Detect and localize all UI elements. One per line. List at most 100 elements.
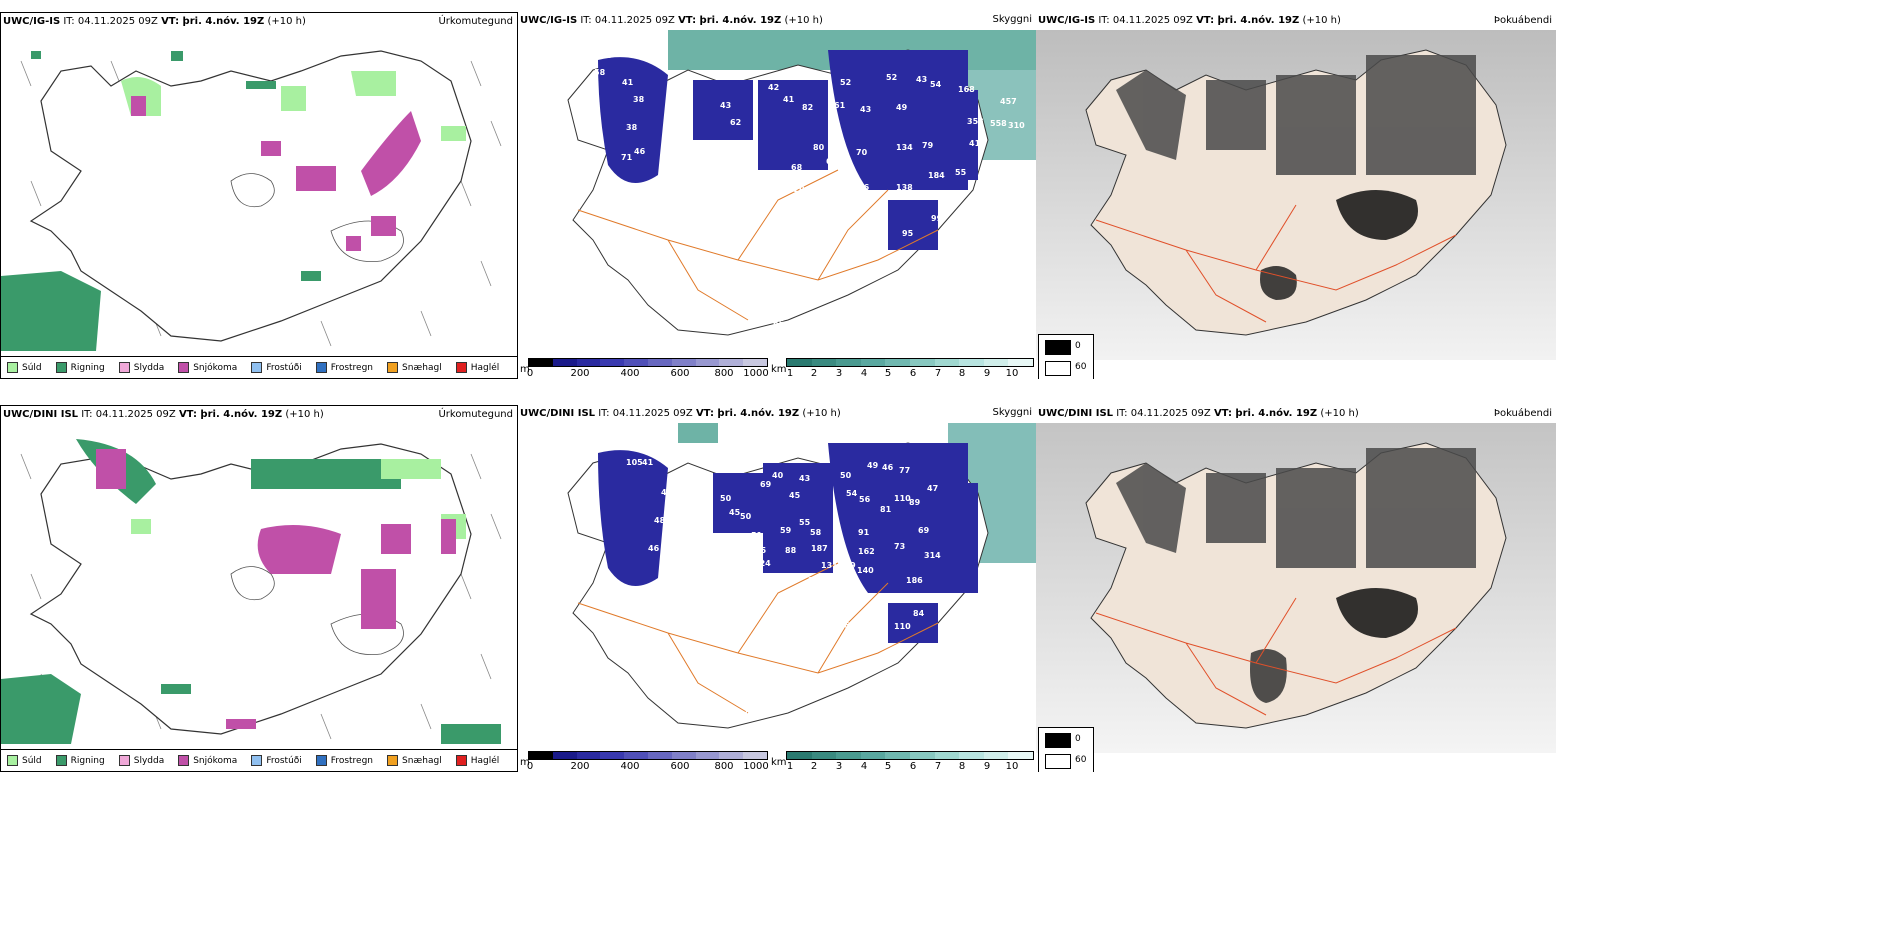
elev-label: 96 <box>858 183 870 192</box>
legend-item: Snjókoma <box>178 362 237 373</box>
tick-label: 2 <box>810 761 818 772</box>
tick-label: 1 <box>786 368 794 379</box>
visibility-panel-row1: UWC/IG-IS IT: 04.11.2025 09Z VT: þri. 4.… <box>518 12 1036 379</box>
panel-title: Þokuábendi <box>1493 408 1552 419</box>
elev-label: 74 <box>670 576 682 585</box>
fog-legend-label: 0 <box>1075 341 1081 351</box>
elev-label: 131 <box>821 561 838 570</box>
elevation-labels: 53 58 41 38 38 46 71 43 62 42 41 82 61 5… <box>594 51 1025 328</box>
precip-drizzle-areas <box>131 459 466 539</box>
tick-label: 600 <box>670 368 690 379</box>
tick-label: 5 <box>884 761 892 772</box>
elev-label: 266 <box>840 250 857 259</box>
elev-label: 43 <box>720 101 731 110</box>
legend-item: Slydda <box>118 362 164 373</box>
vis-scale-ticks: 1 2 3 4 5 6 7 8 9 10 <box>786 367 1034 379</box>
fog-panel-row1: UWC/IG-IS IT: 04.11.2025 09Z VT: þri. 4.… <box>1036 12 1556 379</box>
vis-scale: 1 2 3 4 5 6 7 8 9 10 <box>786 751 1034 772</box>
legend-item: Haglél <box>455 362 499 373</box>
tick-label: 400 <box>620 761 640 772</box>
elev-scale-cells <box>528 358 768 367</box>
fog-legend-swatch <box>1045 733 1071 748</box>
tick-label: 3 <box>835 368 843 379</box>
elev-label: 53 <box>601 51 612 60</box>
elev-scale-ticks: 0 200 400 600 800 1000 <box>527 760 769 772</box>
elev-label: 85 <box>669 560 681 569</box>
legend-item: Frostúði <box>251 362 302 373</box>
legend-swatch <box>7 755 18 766</box>
elev-label: 54 <box>930 80 942 89</box>
legend-swatch <box>455 755 467 766</box>
legend-swatch <box>55 362 67 373</box>
roads <box>1095 204 1457 323</box>
elev-label: 487 <box>778 298 795 307</box>
precip-legend: Súld Rigning Slydda Snjókoma Frostúði Fr… <box>1 356 517 378</box>
elev-label: 95 <box>902 229 914 238</box>
vis-scale: 1 2 3 4 5 6 7 8 9 10 <box>786 358 1034 379</box>
tick-label: 200 <box>570 761 590 772</box>
tick-label: 800 <box>714 368 734 379</box>
precip-snow-areas <box>131 96 421 251</box>
elev-scale-cells <box>528 751 768 760</box>
legend-item: Rigning <box>55 362 105 373</box>
vis-scale-unit: km <box>771 364 787 375</box>
tick-label: 4 <box>860 368 868 379</box>
elev-label: 353 <box>967 117 984 126</box>
legend-swatch <box>387 755 399 766</box>
fog-map <box>1036 30 1556 360</box>
elev-label: 159 <box>760 703 777 712</box>
tick-label: 3 <box>835 761 843 772</box>
tick-label: 1 <box>786 761 794 772</box>
elev-label: 457 <box>1000 97 1017 106</box>
fog-legend-swatch <box>1045 361 1071 376</box>
fog-legend-label: 0 <box>1075 734 1081 744</box>
elev-label: 62 <box>826 157 837 166</box>
fog-legend: 0 60 <box>1038 334 1094 379</box>
elev-label: 138 <box>896 183 913 192</box>
legend-swatch <box>251 362 263 373</box>
panel-header: UWC/DINI ISL IT: 04.11.2025 09Z VT: þri.… <box>1038 408 1359 419</box>
elev-label: 59 <box>780 526 792 535</box>
precip-map <box>1 50 502 351</box>
legend-item: Frostregn <box>315 755 373 766</box>
elev-label: 41 <box>622 78 634 87</box>
tick-label: 800 <box>714 761 734 772</box>
legend-item: Frostúði <box>251 755 302 766</box>
legend-item: Snæhagl <box>387 362 442 373</box>
elev-label: 42 <box>661 488 672 497</box>
elev-label: 56 <box>859 495 871 504</box>
elev-label: 41 <box>969 139 981 148</box>
elev-label: 88 <box>774 213 786 222</box>
tick-label: 200 <box>570 368 590 379</box>
elev-label: 50 <box>720 494 732 503</box>
legend-item: Rigning <box>55 755 105 766</box>
elev-label: 184 <box>928 171 945 180</box>
elev-label: 42 <box>768 83 779 92</box>
tick-label: 7 <box>934 761 942 772</box>
panel-title: Úrkomutegund <box>438 409 513 420</box>
elev-label: 168 <box>958 85 975 94</box>
visibility-low-sea <box>678 423 718 443</box>
elev-label: 124 <box>754 559 771 568</box>
precip-panel-row1: UWC/IG-IS IT: 04.11.2025 09Z VT: þri. 4.… <box>0 12 518 379</box>
panel-title: Þokuábendi <box>1493 15 1552 26</box>
elev-label: 55 <box>799 518 811 527</box>
elev-label: 680 <box>844 621 861 630</box>
panel-header: UWC/IG-IS IT: 04.11.2025 09Z VT: þri. 4.… <box>3 16 306 27</box>
panel-title: Úrkomutegund <box>438 16 513 27</box>
fog-legend: 0 60 <box>1038 727 1094 772</box>
fog-legend-label: 60 <box>1075 362 1087 372</box>
elev-label: 58 <box>594 68 606 77</box>
elev-label: 105 <box>626 458 643 467</box>
tick-label: 1000 <box>743 761 769 772</box>
elev-label: 52 <box>886 73 897 82</box>
elev-scale: 0 200 400 600 800 1000 <box>527 751 769 772</box>
elev-label: 51 <box>751 531 763 540</box>
elev-label: 55 <box>955 168 967 177</box>
panel-header: UWC/IG-IS IT: 04.11.2025 09Z VT: þri. 4.… <box>1038 15 1341 26</box>
elev-label: 159 <box>752 293 769 302</box>
fog-legend-swatch <box>1045 754 1071 769</box>
elev-label: 162 <box>858 547 875 556</box>
elev-label: 47 <box>927 484 938 493</box>
legend-swatch <box>178 755 190 766</box>
